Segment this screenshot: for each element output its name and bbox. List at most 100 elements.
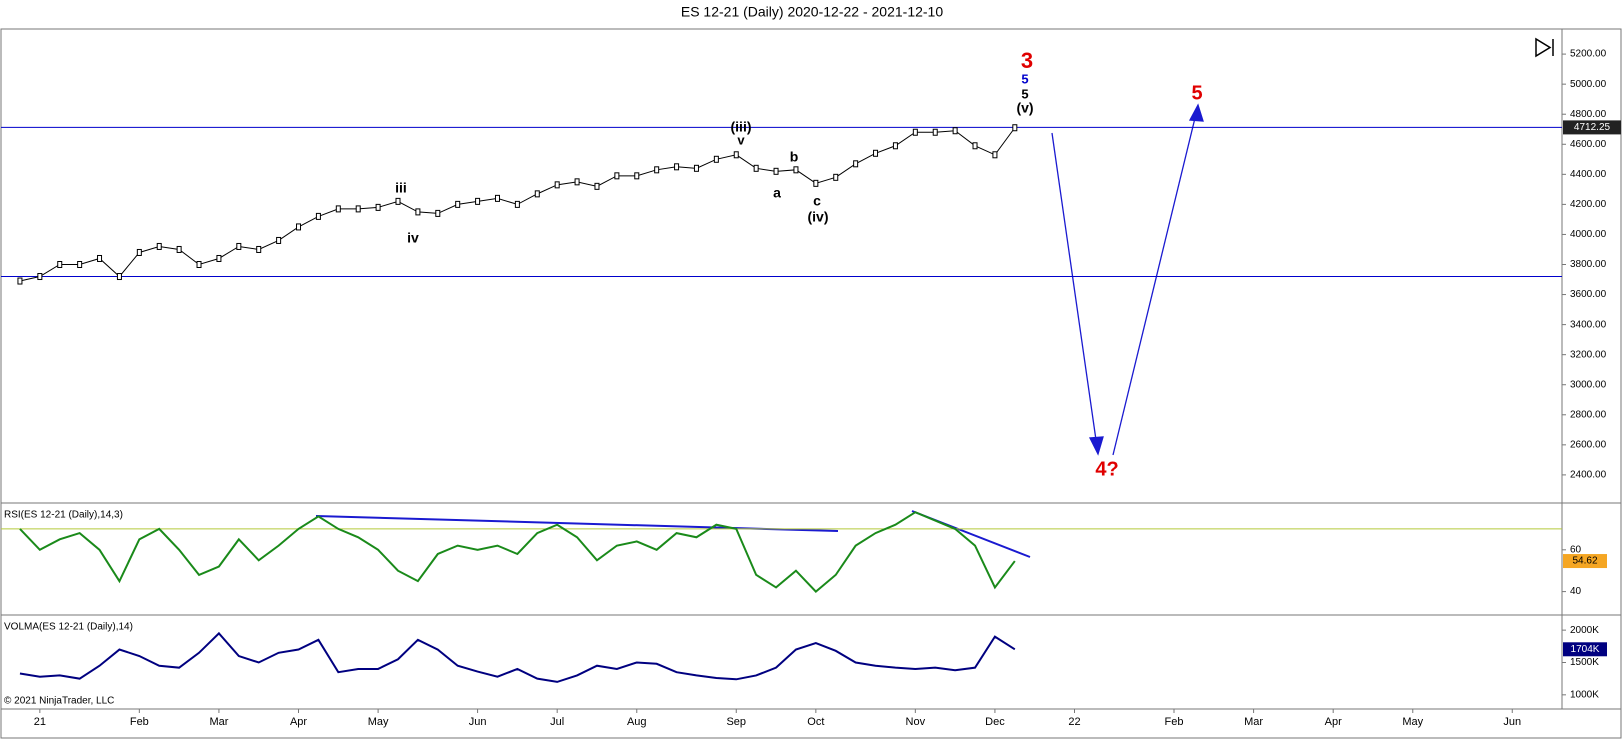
price-bar <box>37 273 43 281</box>
price-bar <box>574 178 580 186</box>
price-bar <box>952 127 958 135</box>
price-bar <box>296 223 302 231</box>
wave-label: 5 <box>1191 82 1202 104</box>
price-bar <box>892 142 898 150</box>
price-bar <box>375 203 381 211</box>
value-badge-label: 54.62 <box>1572 556 1597 567</box>
x-tick-label: 22 <box>1068 716 1080 728</box>
y-tick-label: 1000K <box>1570 689 1599 700</box>
copyright: © 2021 NinjaTrader, LLC <box>4 696 114 707</box>
price-bar <box>395 197 401 205</box>
y-tick-label: 40 <box>1570 586 1582 597</box>
y-tick-label: 2600.00 <box>1570 439 1607 450</box>
price-bar <box>534 190 540 198</box>
price-bar <box>813 179 819 187</box>
price-bar <box>256 245 262 253</box>
y-tick-label: 4800.00 <box>1570 109 1607 120</box>
price-bar <box>614 172 620 180</box>
price-badge <box>1563 120 1621 135</box>
x-tick-label: Sep <box>726 716 746 728</box>
value-badge <box>1563 642 1607 657</box>
wave-label: b <box>790 149 799 165</box>
price-bar <box>494 194 500 202</box>
price-bar <box>972 142 978 150</box>
wave-label: 5 <box>1021 86 1028 101</box>
x-tick-label: Mar <box>209 716 228 728</box>
x-tick-label: Jun <box>1503 716 1521 728</box>
chart-trader-icon[interactable] <box>1535 37 1554 58</box>
price-bar <box>554 181 560 189</box>
price-bar <box>912 128 918 136</box>
price-bar <box>355 205 361 213</box>
price-bar <box>97 254 103 262</box>
panel-title: RSI(ES 12-21 (Daily),14,3) <box>4 510 123 521</box>
price-bar <box>873 149 879 157</box>
price-bar <box>455 200 461 208</box>
x-tick-label: Dec <box>985 716 1005 728</box>
chart-title: ES 12-21 (Daily) 2020-12-22 - 2021-12-10 <box>681 4 943 20</box>
value-badge-label: 1704K <box>1571 644 1600 655</box>
y-tick-label: 3600.00 <box>1570 289 1607 300</box>
x-tick-label: Mar <box>1244 716 1263 728</box>
panel-title: VOLMA(ES 12-21 (Daily),14) <box>4 622 133 633</box>
price-bar <box>514 200 520 208</box>
wave-label: 3 <box>1021 48 1033 73</box>
wave-label: v <box>737 132 745 147</box>
y-tick-label: 3000.00 <box>1570 379 1607 390</box>
y-tick-label: 3800.00 <box>1570 259 1607 270</box>
price-bar <box>853 160 859 168</box>
price-bar <box>654 166 660 174</box>
price-bar <box>793 166 799 174</box>
y-tick-label: 2400.00 <box>1570 470 1607 481</box>
wave-label: 4? <box>1095 458 1118 480</box>
price-bar <box>674 163 680 171</box>
y-tick-label: 4000.00 <box>1570 229 1607 240</box>
y-tick-label: 2800.00 <box>1570 409 1607 420</box>
x-tick-label: Apr <box>1325 716 1342 728</box>
price-bar <box>733 151 739 159</box>
x-tick-label: Apr <box>290 716 307 728</box>
y-tick-label: 5000.00 <box>1570 79 1607 90</box>
wave-label: iv <box>407 230 419 246</box>
price-bar <box>136 248 142 256</box>
price-bar <box>932 128 938 136</box>
value-badge <box>1563 554 1607 569</box>
wave-label: c <box>813 193 821 209</box>
price-bar <box>57 260 63 268</box>
price-bar <box>415 208 421 216</box>
wave-label: a <box>773 185 781 201</box>
rsi-trendlines <box>315 510 1031 558</box>
y-tick-label: 1500K <box>1570 657 1599 668</box>
price-bar <box>634 172 640 180</box>
x-tick-label: May <box>368 716 389 728</box>
price-bar <box>315 212 321 220</box>
price-bar <box>276 236 282 244</box>
wave-label: 5 <box>1021 71 1028 86</box>
price-bar <box>833 173 839 181</box>
series-line <box>19 631 1016 683</box>
price-bar <box>116 273 122 281</box>
y-tick-label: 4400.00 <box>1570 169 1607 180</box>
x-tick-label: Aug <box>627 716 647 728</box>
frame <box>0 28 1622 739</box>
price-bar <box>594 182 600 190</box>
x-tick-label: May <box>1402 716 1423 728</box>
y-tick-label: 5200.00 <box>1570 49 1607 60</box>
x-tick-label: Feb <box>1165 716 1184 728</box>
y-tick-label: 60 <box>1570 544 1582 555</box>
price-bar <box>693 164 699 172</box>
price-badge-label: 4712.25 <box>1574 122 1611 133</box>
price-bar <box>713 155 719 163</box>
price-bar <box>176 245 182 253</box>
x-tick-label: 21 <box>34 716 46 728</box>
projection-arrows <box>1051 103 1204 456</box>
y-tick-label: 2000K <box>1570 625 1599 636</box>
price-bar <box>992 151 998 159</box>
price-bar <box>17 277 23 285</box>
price-bar <box>156 242 162 250</box>
x-tick-label: Jul <box>550 716 564 728</box>
price-bar <box>216 254 222 262</box>
wave-label: (iii) <box>731 119 752 135</box>
y-tick-label: 3200.00 <box>1570 349 1607 360</box>
